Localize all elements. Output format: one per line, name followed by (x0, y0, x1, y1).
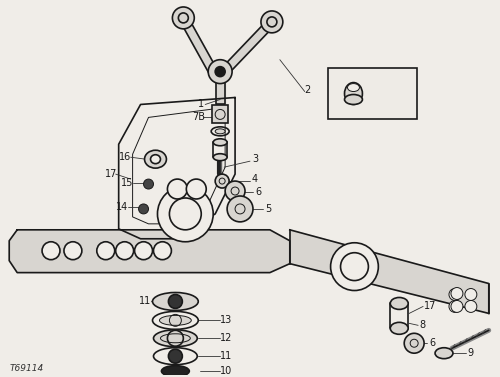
Text: T69114: T69114 (9, 363, 43, 372)
Polygon shape (225, 19, 275, 71)
Circle shape (449, 288, 461, 300)
Ellipse shape (150, 155, 160, 164)
Ellipse shape (152, 293, 198, 310)
Text: 6: 6 (255, 187, 261, 197)
Circle shape (208, 60, 232, 84)
Circle shape (168, 349, 182, 363)
Text: 6: 6 (429, 338, 435, 348)
Circle shape (134, 242, 152, 260)
Ellipse shape (348, 84, 360, 92)
Circle shape (330, 243, 378, 291)
Circle shape (465, 300, 477, 313)
Text: 11: 11 (138, 296, 151, 307)
Ellipse shape (160, 316, 192, 325)
Circle shape (465, 288, 477, 300)
Ellipse shape (390, 322, 408, 334)
Circle shape (168, 294, 182, 308)
Circle shape (451, 288, 463, 299)
Circle shape (64, 242, 82, 260)
Polygon shape (216, 72, 224, 104)
Text: 16: 16 (118, 152, 131, 162)
Bar (328, 67, 417, 120)
Ellipse shape (154, 330, 198, 347)
Circle shape (42, 242, 60, 260)
Circle shape (451, 300, 463, 313)
Circle shape (449, 300, 461, 313)
Bar (212, 106, 228, 123)
Text: 7B: 7B (192, 112, 205, 123)
Text: 5: 5 (265, 204, 271, 214)
Ellipse shape (344, 95, 362, 104)
Text: 10: 10 (220, 366, 232, 376)
Circle shape (144, 179, 154, 189)
Circle shape (225, 181, 245, 201)
Text: 13: 13 (220, 315, 232, 325)
Circle shape (97, 242, 114, 260)
Circle shape (215, 67, 225, 77)
Circle shape (154, 242, 172, 260)
Circle shape (186, 179, 206, 199)
Ellipse shape (435, 348, 453, 359)
Text: 3: 3 (252, 154, 258, 164)
Circle shape (158, 186, 213, 242)
Text: 1: 1 (198, 100, 204, 109)
Ellipse shape (162, 366, 190, 377)
Circle shape (404, 333, 424, 353)
Text: 2: 2 (304, 84, 311, 95)
Circle shape (138, 204, 148, 214)
Ellipse shape (144, 150, 167, 168)
Circle shape (172, 7, 195, 29)
Text: 17: 17 (424, 302, 436, 311)
Circle shape (215, 174, 229, 188)
Ellipse shape (344, 83, 362, 104)
Text: 12: 12 (220, 333, 232, 343)
Text: 8: 8 (419, 320, 426, 330)
Text: 4: 4 (252, 174, 258, 184)
Polygon shape (118, 98, 235, 239)
Polygon shape (180, 16, 217, 74)
Ellipse shape (213, 139, 227, 146)
Text: -7A: -7A (368, 89, 386, 98)
Text: 15: 15 (120, 178, 133, 188)
Text: 17: 17 (104, 169, 117, 179)
Text: 11: 11 (220, 351, 232, 361)
Circle shape (261, 11, 283, 33)
Text: 14: 14 (116, 202, 128, 212)
Circle shape (116, 242, 134, 260)
Text: 9: 9 (467, 348, 473, 358)
Ellipse shape (213, 154, 227, 161)
Circle shape (168, 179, 188, 199)
Ellipse shape (215, 129, 225, 134)
Ellipse shape (390, 297, 408, 310)
Polygon shape (290, 230, 489, 313)
Circle shape (227, 196, 253, 222)
Polygon shape (9, 230, 290, 273)
